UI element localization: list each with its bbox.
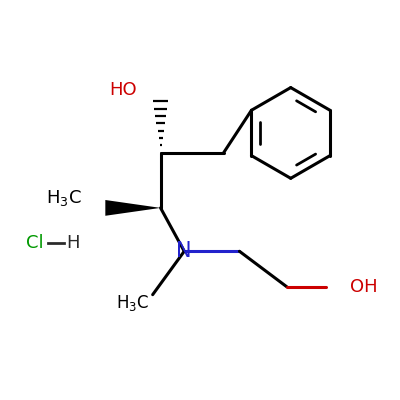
Text: $\mathregular{H_3C}$: $\mathregular{H_3C}$ bbox=[116, 292, 150, 312]
Text: $\mathregular{H_3C}$: $\mathregular{H_3C}$ bbox=[46, 188, 82, 208]
Text: OH: OH bbox=[350, 278, 378, 296]
Text: HO: HO bbox=[109, 80, 137, 98]
Text: H: H bbox=[66, 234, 79, 252]
Text: N: N bbox=[176, 241, 192, 261]
Polygon shape bbox=[105, 200, 160, 216]
Text: Cl: Cl bbox=[26, 234, 44, 252]
